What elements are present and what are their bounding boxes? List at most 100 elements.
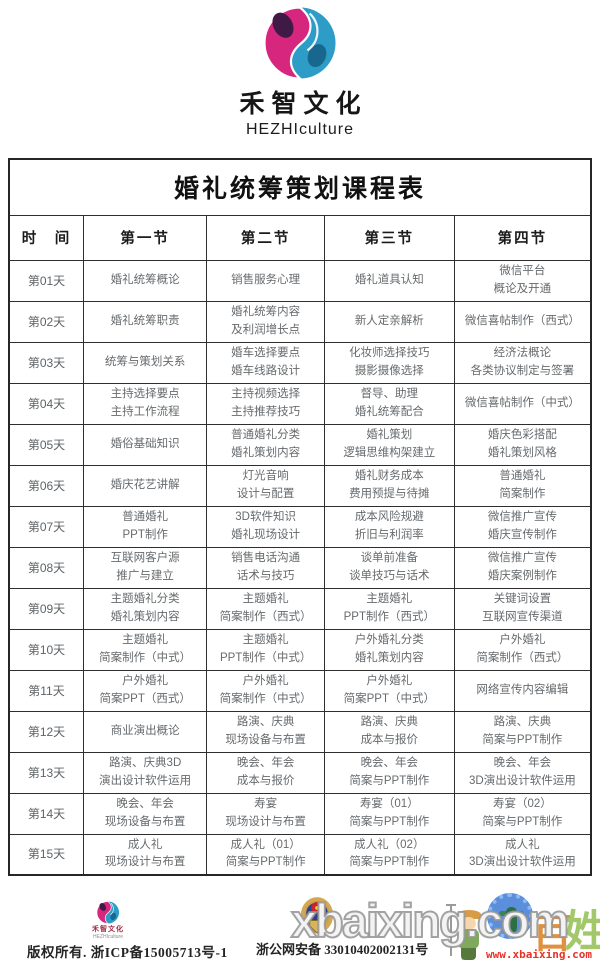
course-cell: 成人礼 3D演出设计软件运用 xyxy=(453,833,592,876)
course-cell: 督导、助理 婚礼统筹配合 xyxy=(323,382,455,425)
course-cell: 婚礼统筹内容 及利润增长点 xyxy=(206,300,325,343)
course-cell: 户外婚礼 简案PPT（中式） xyxy=(323,669,455,712)
day-cell: 第10天 xyxy=(8,628,84,671)
course-cell: 关键词设置 互联网宣传渠道 xyxy=(453,587,592,630)
course-cell: 普通婚礼 PPT制作 xyxy=(82,505,208,548)
course-cell: 婚礼统筹概论 xyxy=(82,259,208,302)
course-cell: 微信平台 概论及开通 xyxy=(453,259,592,302)
course-cell: 婚庆花艺讲解 xyxy=(82,464,208,507)
table-row: 第14天 晚会、年会 现场设备与布置 寿宴 现场设计与布置 寿宴（01） 简案与PPT… xyxy=(8,792,592,835)
table-row: 第09天 主题婚礼分类 婚礼策划内容 主题婚礼 简案制作（西式） 主题婚礼 PPT制作… xyxy=(8,587,592,630)
table-row: 第10天 主题婚礼 简案制作（中式） 主题婚礼 PPT制作（中式） 户外婚礼分类 婚礼… xyxy=(8,628,592,671)
course-cell: 寿宴（02） 简案与PPT制作 xyxy=(453,792,592,835)
table-row: 第07天 普通婚礼 PPT制作 3D软件知识 婚礼现场设计 成本风险规避 折旧与利润率… xyxy=(8,505,592,548)
day-cell: 第07天 xyxy=(8,505,84,548)
course-cell: 主题婚礼 PPT制作（西式） xyxy=(323,587,455,630)
footer-brand-en: HEZHIculture xyxy=(92,934,123,940)
course-cell: 晚会、年会 现场设备与布置 xyxy=(82,792,208,835)
day-cell: 第14天 xyxy=(8,792,84,835)
day-cell: 第04天 xyxy=(8,382,84,425)
col-header-time: 时 间 xyxy=(8,214,84,261)
farmer-mascot-icon xyxy=(446,904,485,964)
day-cell: 第09天 xyxy=(8,587,84,630)
footer: 禾智文化 HEZHIculture 版权所有. 浙ICP备15005713号-1… xyxy=(0,893,600,972)
course-cell: 普通婚礼 简案制作 xyxy=(453,464,592,507)
table-row: 第06天 婚庆花艺讲解 灯光音响 设计与配置 婚礼财务成本 费用预提与待摊 普通婚礼 简… xyxy=(8,464,592,507)
course-cell: 婚礼策划 逻辑思维构架建立 xyxy=(323,423,455,466)
course-cell: 路演、庆典 简案与PPT制作 xyxy=(453,710,592,753)
course-cell: 普通婚礼分类 婚礼策划内容 xyxy=(206,423,325,466)
course-cell: 主题婚礼分类 婚礼策划内容 xyxy=(82,587,208,630)
table-row: 第05天 婚俗基础知识 普通婚礼分类 婚礼策划内容 婚礼策划 逻辑思维构架建立 婚庆色彩… xyxy=(8,423,592,466)
col-header-session-3: 第三节 xyxy=(323,214,455,261)
bai-character-mascot: 百 xyxy=(532,911,572,956)
xbaixing-url-text: www.xbaixing.com xyxy=(486,948,592,961)
course-cell: 婚礼道具认知 xyxy=(323,259,455,302)
course-table-body: 第01天 婚礼统筹概论 销售服务心理 婚礼道具认知 微信平台 概论及开通 第02天 婚礼统筹… xyxy=(8,259,592,876)
course-cell: 婚礼财务成本 费用预提与待摊 xyxy=(323,464,455,507)
course-cell: 婚庆色彩搭配 婚礼策划风格 xyxy=(453,423,592,466)
course-cell: 微信喜帖制作（西式） xyxy=(453,300,592,343)
day-cell: 第03天 xyxy=(8,341,84,384)
course-cell: 户外婚礼分类 婚礼策划内容 xyxy=(323,628,455,671)
course-cell: 网络宣传内容编辑 xyxy=(453,669,592,712)
day-cell: 第06天 xyxy=(8,464,84,507)
course-cell: 户外婚礼 简案PPT（西式） xyxy=(82,669,208,712)
course-cell: 寿宴（01） 简案与PPT制作 xyxy=(323,792,455,835)
course-cell: 成人礼（02） 简案与PPT制作 xyxy=(323,833,455,876)
col-header-session-4: 第四节 xyxy=(453,214,592,261)
course-cell: 主题婚礼 简案制作（西式） xyxy=(206,587,325,630)
course-cell: 路演、庆典 成本与报价 xyxy=(323,710,455,753)
course-cell: 主持视频选择 主持推荐技巧 xyxy=(206,382,325,425)
table-row: 第02天 婚礼统筹职责 婚礼统筹内容 及利润增长点 新人定亲解析 微信喜帖制作（西式） xyxy=(8,300,592,343)
day-cell: 第12天 xyxy=(8,710,84,753)
straw-hat-icon xyxy=(457,910,481,919)
public-security-beian-text: 浙公网安备 33010402002131号 xyxy=(256,942,429,957)
course-cell: 路演、庆典3D 演出设计软件运用 xyxy=(82,751,208,794)
course-cell: 3D软件知识 婚礼现场设计 xyxy=(206,505,325,548)
course-cell: 经济法概论 各类协议制定与签署 xyxy=(453,341,592,384)
course-cell: 路演、庆典 现场设备与布置 xyxy=(206,710,325,753)
table-row: 第04天 主持选择要点 主持工作流程 主持视频选择 主持推荐技巧 督导、助理 婚礼统筹… xyxy=(8,382,592,425)
day-cell: 第01天 xyxy=(8,259,84,302)
course-cell: 寿宴 现场设计与布置 xyxy=(206,792,325,835)
course-cell: 统筹与策划关系 xyxy=(82,341,208,384)
table-row: 第03天 统筹与策划关系 婚车选择要点 婚车线路设计 化妆师选择技巧 摄影摄像选择 经济… xyxy=(8,341,592,384)
course-cell: 晚会、年会 成本与报价 xyxy=(206,751,325,794)
day-cell: 第05天 xyxy=(8,423,84,466)
brand-header: 禾智文化 HEZHIculture xyxy=(0,6,600,139)
pitchfork-icon xyxy=(446,904,456,956)
course-cell: 户外婚礼 简案制作（西式） xyxy=(453,628,592,671)
course-cell: 婚礼统筹职责 xyxy=(82,300,208,343)
table-row: 第11天 户外婚礼 简案PPT（西式） 户外婚礼 简案制作（中式） 户外婚礼 简案PP… xyxy=(8,669,592,712)
day-cell: 第08天 xyxy=(8,546,84,589)
xing-character-mascot: 姓 xyxy=(564,909,600,956)
course-cell: 新人定亲解析 xyxy=(323,300,455,343)
course-cell: 互联网客户源 推广与建立 xyxy=(82,546,208,589)
course-cell: 微信推广宣传 婚庆宣传制作 xyxy=(453,505,592,548)
course-cell: 销售服务心理 xyxy=(206,259,325,302)
course-schedule-table: 婚礼统筹策划课程表 时 间 第一节 第二节 第三节 第四节 第01天 婚礼统筹概论… xyxy=(8,158,592,876)
course-cell: 主题婚礼 简案制作（中式） xyxy=(82,628,208,671)
brand-name-cn: 禾智文化 xyxy=(239,90,368,118)
footer-brand-logo: 禾智文化 HEZHIculture xyxy=(92,901,124,940)
table-row: 第12天 商业演出概论 路演、庆典 现场设备与布置 路演、庆典 成本与报价 路演、庆典 … xyxy=(8,710,592,753)
day-cell: 第11天 xyxy=(8,669,84,712)
course-cell: 户外婚礼 简案制作（中式） xyxy=(206,669,325,712)
day-cell: 第02天 xyxy=(8,300,84,343)
blue-flower-mascot-icon xyxy=(487,893,533,939)
table-row: 第13天 路演、庆典3D 演出设计软件运用 晚会、年会 成本与报价 晚会、年会 简案与… xyxy=(8,751,592,794)
footer-brand-cn: 禾智文化 xyxy=(92,926,124,933)
course-cell: 微信喜帖制作（中式） xyxy=(453,382,592,425)
brand-name-en: HEZHIculture xyxy=(245,121,355,138)
course-cell: 成本风险规避 折旧与利润率 xyxy=(323,505,455,548)
course-cell: 谈单前准备 谈单技巧与话术 xyxy=(323,546,455,589)
col-header-session-2: 第二节 xyxy=(206,214,325,261)
table-header-row: 时 间 第一节 第二节 第三节 第四节 xyxy=(8,214,592,261)
course-cell: 婚车选择要点 婚车线路设计 xyxy=(206,341,325,384)
course-cell: 灯光音响 设计与配置 xyxy=(206,464,325,507)
table-row: 第01天 婚礼统筹概论 销售服务心理 婚礼道具认知 微信平台 概论及开通 xyxy=(8,259,592,302)
course-cell: 晚会、年会 简案与PPT制作 xyxy=(323,751,455,794)
course-cell: 成人礼（01） 简案与PPT制作 xyxy=(206,833,325,876)
